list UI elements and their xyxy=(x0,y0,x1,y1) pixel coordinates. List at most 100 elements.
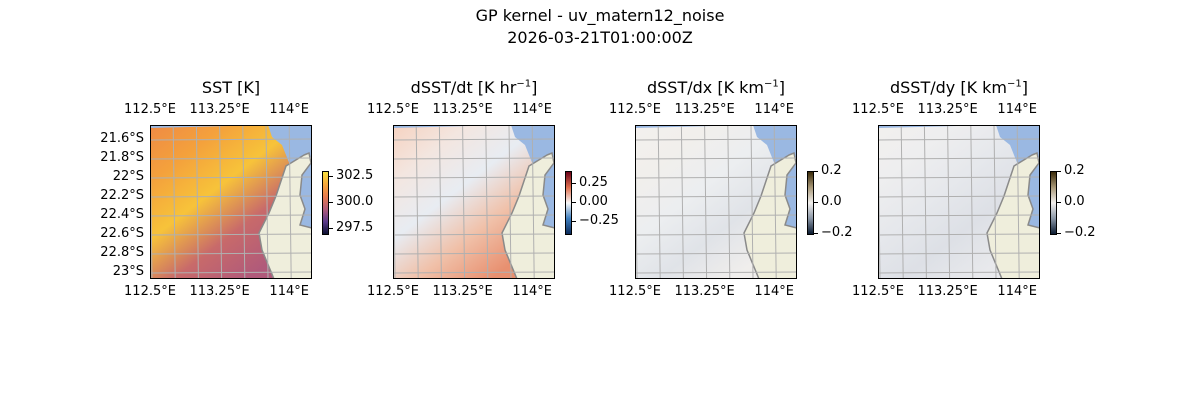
x-tick-label-bottom: 113.25°E xyxy=(189,284,250,299)
colorbar xyxy=(322,171,329,235)
colorbar-tick-label: −0.2 xyxy=(1064,225,1096,240)
gridline-lat xyxy=(150,271,312,274)
map-panel xyxy=(150,125,312,279)
axes-frame xyxy=(150,125,312,279)
gridline-lat xyxy=(635,233,797,236)
panel-title-exponent: −1 xyxy=(764,78,779,90)
x-tick-label-bottom: 114°E xyxy=(754,284,794,299)
panel-title-text: SST [K] xyxy=(201,78,261,97)
x-tick-label-top: 113.25°E xyxy=(432,102,493,117)
panel-title: dSST/dt [K hr−1] xyxy=(354,78,594,97)
colorbar-tick-label: 0.00 xyxy=(579,194,608,209)
map-panel xyxy=(878,125,1040,279)
data-field xyxy=(393,125,533,279)
gridline-lat xyxy=(393,195,555,198)
panel-title-end: ] xyxy=(531,78,538,97)
colorbar-tick-mark xyxy=(329,176,333,178)
colorbar xyxy=(807,171,814,235)
gridline-lat xyxy=(393,252,555,255)
colorbar-tick-label: 300.0 xyxy=(336,194,374,209)
gridline-lat xyxy=(635,214,797,217)
colorbar-tick-mark xyxy=(814,233,818,234)
colorbar-tick-label: 0.2 xyxy=(821,163,842,178)
x-tick-label-bottom: 114°E xyxy=(512,284,552,299)
land xyxy=(986,151,1040,279)
gridline-lat xyxy=(150,157,312,160)
gridline-lon xyxy=(657,125,661,279)
axes-frame xyxy=(635,125,797,279)
gridline-lat xyxy=(635,195,797,198)
gridline-lat xyxy=(393,233,555,236)
colorbar-tick-label: −0.2 xyxy=(821,225,853,240)
gridline-lat xyxy=(150,176,312,179)
panel-title-end: ] xyxy=(1021,78,1028,97)
gridline-lat xyxy=(393,157,555,160)
x-tick-label-bottom: 112.5°E xyxy=(367,284,419,299)
gridline-lat xyxy=(635,138,797,141)
colorbar-tick-mark xyxy=(329,227,333,229)
panel-title-text: dSST/dx [K km xyxy=(646,78,764,97)
y-tick-label: 22.2°S xyxy=(100,188,144,203)
x-tick-label-top: 114°E xyxy=(997,102,1037,117)
land xyxy=(258,151,312,279)
x-tick-label-top: 112.5°E xyxy=(852,102,904,117)
y-tick-label: 22°S xyxy=(112,169,144,184)
land xyxy=(501,151,555,279)
y-tick-label: 22.6°S xyxy=(100,226,144,241)
gridline-lat xyxy=(393,138,555,141)
y-tick-label: 23°S xyxy=(112,264,144,279)
colorbar-tick-label: 0.0 xyxy=(1064,194,1085,209)
gridline-lat xyxy=(878,214,1040,217)
gridline-lat xyxy=(635,157,797,160)
gridline-lat xyxy=(878,176,1040,179)
colorbar xyxy=(1050,171,1057,235)
y-tick-label: 21.6°S xyxy=(100,131,144,146)
colorbar-tick-label: 0.2 xyxy=(1064,163,1085,178)
y-tick-label: 22.4°S xyxy=(100,207,144,222)
x-tick-label-bottom: 112.5°E xyxy=(124,284,176,299)
colorbar-tick-mark xyxy=(814,202,818,203)
panel-title-exponent: −1 xyxy=(516,78,532,90)
x-tick-label-top: 113.25°E xyxy=(674,102,735,117)
gridline-lat xyxy=(878,233,1040,236)
gridline-lat xyxy=(393,176,555,179)
x-tick-label-top: 113.25°E xyxy=(917,102,978,117)
x-tick-label-top: 113.25°E xyxy=(189,102,250,117)
gridline-lat xyxy=(635,271,797,274)
gridline-lat xyxy=(878,157,1040,160)
x-tick-label-bottom: 113.25°E xyxy=(917,284,978,299)
colorbar-tick-label: 0.0 xyxy=(821,194,842,209)
gridline-lon xyxy=(900,125,904,279)
colorbar-tick-mark xyxy=(1057,171,1061,172)
figure-timestamp: 2026-03-21T01:00:00Z xyxy=(507,28,693,47)
gridline-lat xyxy=(150,214,312,217)
map-panel xyxy=(393,125,555,279)
gridline-lat xyxy=(635,252,797,255)
x-tick-label-bottom: 113.25°E xyxy=(674,284,735,299)
colorbar-tick-label: −0.25 xyxy=(579,213,619,229)
gridline-lon xyxy=(172,125,176,279)
x-tick-label-top: 114°E xyxy=(754,102,794,117)
x-tick-label-top: 112.5°E xyxy=(367,102,419,117)
panel-title-exponent: −1 xyxy=(1007,78,1022,90)
axes-frame xyxy=(393,125,555,279)
panel-title: SST [K] xyxy=(111,78,351,97)
colorbar-tick-label: 297.5 xyxy=(336,219,374,235)
panel-title: dSST/dy [K km−1] xyxy=(839,78,1079,97)
x-tick-label-top: 112.5°E xyxy=(609,102,661,117)
gridline-lat xyxy=(150,233,312,236)
x-tick-label-bottom: 113.25°E xyxy=(432,284,493,299)
data-field xyxy=(635,125,775,279)
colorbar-tick-mark xyxy=(1057,233,1061,234)
colorbar-tick-mark xyxy=(1057,202,1061,203)
gridline-lat xyxy=(878,252,1040,255)
gridline-lat xyxy=(150,195,312,198)
panel-title-text: dSST/dy [K km xyxy=(889,78,1007,97)
colorbar-tick-mark xyxy=(572,221,576,223)
colorbar-tick-label: 0.25 xyxy=(579,174,608,190)
gridline-lat xyxy=(150,138,312,141)
gridline-lat xyxy=(878,138,1040,141)
y-tick-label: 21.8°S xyxy=(100,150,144,165)
colorbar xyxy=(565,171,572,235)
colorbar-tick-mark xyxy=(572,202,576,203)
